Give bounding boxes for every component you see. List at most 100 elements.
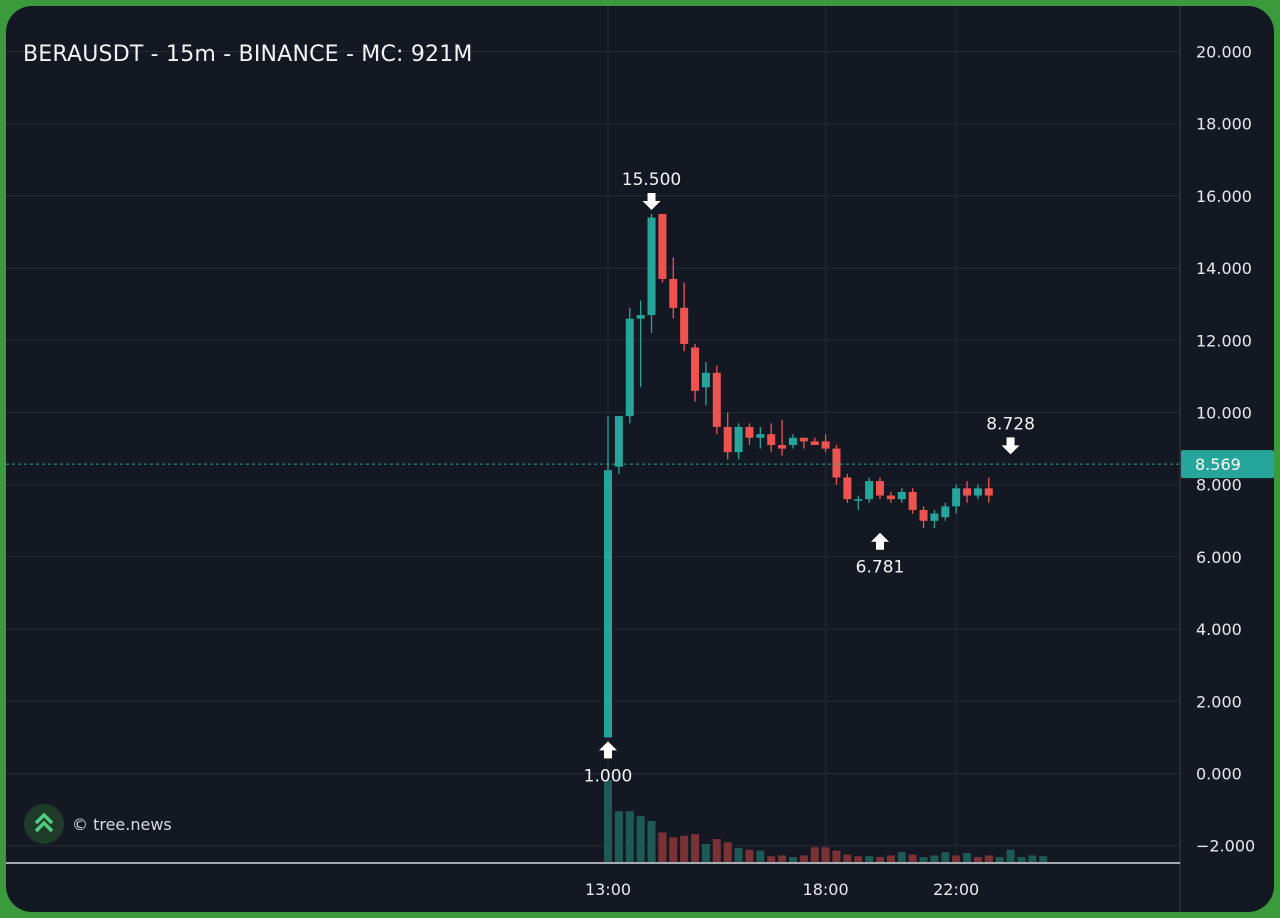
candle-body (984, 488, 993, 496)
volume-bar (984, 855, 993, 862)
candle-body (930, 513, 939, 521)
candle-down (919, 506, 928, 529)
price-annotation: 1.000 (584, 741, 632, 786)
candle-body (832, 448, 841, 478)
candle-down (810, 437, 819, 445)
candle-up (756, 426, 765, 449)
candle-body (897, 491, 906, 500)
volume-bar (865, 856, 874, 862)
candle-body (908, 491, 917, 510)
candle-up (973, 484, 982, 500)
volume-bar (712, 839, 721, 862)
down-arrow-icon (1001, 437, 1020, 455)
candle-up (734, 423, 743, 460)
price-annotation: 8.728 (986, 414, 1035, 455)
volume-bar (1017, 857, 1026, 862)
candle-down (778, 419, 787, 456)
candle-down (712, 365, 721, 435)
price-annotation: 6.781 (856, 532, 905, 578)
candle-body (701, 372, 710, 388)
candle-body (821, 441, 830, 449)
candle-body (941, 506, 950, 518)
candle-body (669, 278, 678, 308)
price-annotation: 15.500 (622, 170, 681, 210)
candle-body (680, 307, 689, 344)
annotation-label: 8.728 (986, 414, 1035, 434)
y-tick-label: 14.000 (1196, 259, 1252, 278)
volume-bar (963, 852, 972, 862)
volume-bar (908, 854, 917, 862)
candle-body (723, 426, 732, 453)
chart-frame: 20.000 18.000 16.000 14.000 12.000 10.000 8.00… (6, 6, 1274, 912)
up-arrow-icon (599, 741, 617, 759)
y-tick-label: −2.000 (1196, 837, 1255, 856)
y-tick-label: 6.000 (1196, 548, 1242, 567)
candle-up (854, 495, 863, 510)
candle-body (843, 477, 852, 500)
y-tick-label: 18.000 (1196, 115, 1252, 134)
candle-body (604, 470, 612, 738)
candle-down (908, 488, 917, 514)
candle-up (636, 300, 645, 388)
volume-bar (614, 811, 623, 862)
candle-up (625, 307, 634, 424)
volume-bar (604, 780, 612, 862)
y-tick-label: 2.000 (1196, 692, 1242, 711)
annotation-label: 6.781 (856, 558, 905, 578)
candle-body (712, 372, 721, 427)
volume-bar (767, 856, 776, 862)
x-tick-label: 22:00 (933, 880, 979, 899)
volume-bar (1039, 856, 1048, 862)
x-tick-label: 13:00 (585, 880, 631, 899)
y-tick-label: 20.000 (1196, 43, 1252, 62)
candle-body (886, 495, 895, 500)
candle-up (604, 416, 612, 738)
candle-up (930, 509, 939, 529)
tree-news-logo-icon (24, 804, 64, 844)
candle-up (952, 484, 961, 514)
candle-down (821, 434, 830, 453)
candle-down (886, 491, 895, 503)
volume-bar (669, 837, 678, 862)
candle-down (767, 423, 776, 453)
chart-canvas[interactable]: 20.000 18.000 16.000 14.000 12.000 10.000 8.00… (6, 6, 1274, 912)
volume-bar (745, 849, 754, 862)
candle-body (647, 217, 656, 316)
down-arrow-icon (642, 192, 661, 210)
up-arrow-icon (871, 532, 889, 550)
volume-bar (647, 821, 656, 862)
candle-up (897, 488, 906, 503)
volume-bar (941, 852, 950, 862)
annotation-label: 15.500 (622, 170, 681, 190)
volume-bar (778, 855, 787, 862)
volume-bar (788, 857, 797, 862)
volume-bar (930, 855, 939, 862)
candle-body (919, 509, 928, 521)
candle-body (810, 441, 819, 445)
volume-bar (799, 855, 808, 862)
volume-bar (876, 857, 884, 862)
volume-bar (658, 832, 667, 862)
candle-down (876, 477, 884, 500)
y-tick-label: 0.000 (1196, 765, 1242, 784)
volume-bar (680, 835, 689, 862)
candle-body (952, 488, 961, 507)
last-price-label: 8.569 (1195, 455, 1241, 474)
candle-down (963, 481, 972, 503)
candle-down (723, 412, 732, 460)
volume-bar (897, 852, 906, 862)
candle-body (973, 488, 982, 496)
y-tick-label: 10.000 (1196, 404, 1252, 423)
volume-bar (625, 811, 634, 862)
y-tick-label: 16.000 (1196, 187, 1252, 206)
candle-body (636, 315, 645, 319)
chart-title: BERAUSDT - 15m - BINANCE - MC: 921M (23, 42, 473, 67)
volume-bar (701, 843, 710, 862)
candle-up (701, 361, 710, 406)
candle-body (614, 416, 623, 467)
candle-down (984, 477, 993, 503)
candle-body (854, 499, 863, 501)
candle-body (876, 481, 884, 496)
candle-down (680, 282, 689, 352)
candle-body (799, 437, 808, 442)
